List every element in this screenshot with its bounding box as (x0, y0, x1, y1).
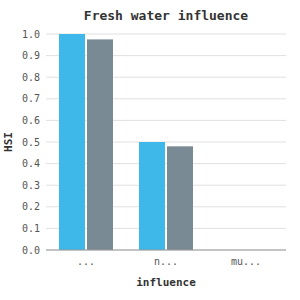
chart-container: 0.0 0.1 0.2 0.3 0.4 0.5 0.6 0.7 0.8 0.9 1.0... n...… (0, 0, 300, 300)
x-axis-label: influence (136, 276, 196, 289)
bar (167, 146, 193, 250)
y-tick-label: 0.3 (22, 180, 40, 191)
x-tick-label: ... (77, 256, 95, 267)
y-tick-label: 0.5 (22, 137, 40, 148)
x-axis-line (46, 250, 286, 251)
x-tick-labels: ... n... mu... (77, 256, 261, 267)
bars (59, 34, 193, 250)
bar (59, 34, 85, 250)
bar (139, 142, 165, 250)
y-tick-label: 0.4 (22, 158, 40, 169)
grid-line (46, 250, 286, 251)
y-tick-label: 1.0 (22, 29, 40, 40)
grid (46, 34, 286, 250)
y-tick-label: 0.7 (22, 93, 40, 104)
chart-title: Fresh water influence (84, 8, 249, 23)
x-tick-label: n... (154, 256, 178, 267)
bar (87, 39, 113, 250)
y-tick-label: 0.8 (22, 72, 40, 83)
y-tick-label: 0.2 (22, 201, 40, 212)
y-tick-label: 0.1 (22, 223, 40, 234)
y-tick-label: 0.0 (22, 245, 40, 256)
y-tick-label: 0.9 (22, 50, 40, 61)
y-axis-label: HSI (2, 132, 15, 152)
chart-svg: 0.0 0.1 0.2 0.3 0.4 0.5 0.6 0.7 0.8 0.9 1.0... n...… (0, 0, 300, 300)
y-tick-labels: 0.0 0.1 0.2 0.3 0.4 0.5 0.6 0.7 0.8 0.9 1.0 (22, 29, 40, 256)
y-tick-label: 0.6 (22, 115, 40, 126)
x-tick-label: mu... (231, 256, 261, 267)
